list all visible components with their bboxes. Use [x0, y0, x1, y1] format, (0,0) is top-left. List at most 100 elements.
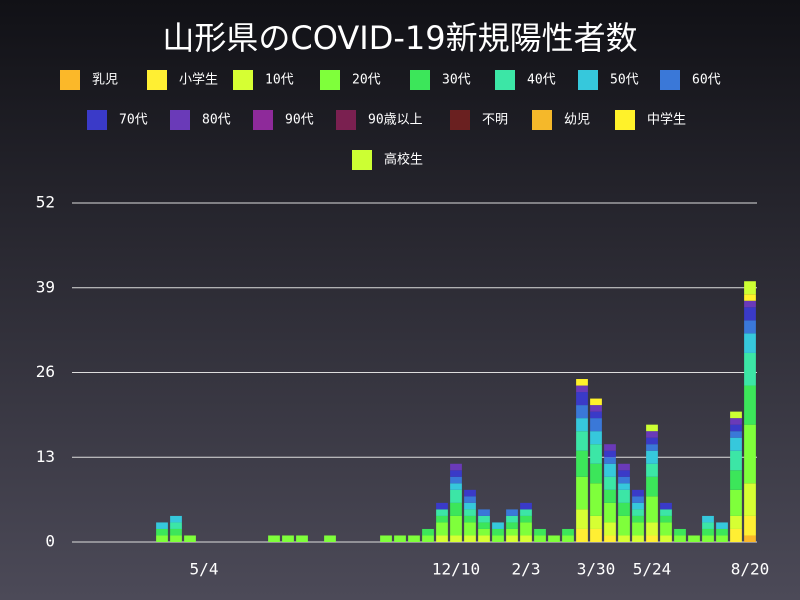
bar-segment: [422, 528, 434, 536]
bar-segment: [702, 515, 714, 523]
bar-segment: [632, 496, 644, 503]
bar-segment: [744, 307, 756, 321]
bar-segment: [604, 502, 616, 523]
bar-segment: [660, 502, 672, 510]
bar-segment: [618, 502, 630, 516]
bar-segment: [660, 522, 672, 536]
bar-segment: [590, 515, 602, 529]
legend-label: 不明: [482, 113, 508, 128]
bar-segment: [184, 535, 196, 542]
x-tick-label: 8/20: [731, 560, 770, 579]
bar-segment: [716, 528, 728, 536]
bar-segment: [576, 509, 588, 529]
bar-segment: [744, 300, 756, 308]
bar-segment: [604, 444, 616, 451]
bar-segment: [660, 509, 672, 516]
bar-segment: [478, 522, 490, 529]
bar-segment: [660, 535, 672, 542]
bar-segment: [730, 424, 742, 432]
bar-segment: [604, 522, 616, 536]
bar-segment: [282, 535, 294, 542]
bar-segment: [646, 431, 658, 438]
legend-label: 90代: [285, 113, 314, 128]
bar-segment: [170, 535, 182, 542]
bar-segment: [156, 528, 168, 536]
bar-segment: [730, 515, 742, 529]
bar-segment: [730, 418, 742, 425]
bar-segment: [576, 450, 588, 477]
bar-segment: [562, 528, 574, 536]
legend-label: 80代: [202, 113, 231, 128]
bar-segment: [646, 437, 658, 445]
bar-segment: [632, 502, 644, 510]
bar-segment: [436, 522, 448, 536]
legend-label: 30代: [442, 73, 471, 88]
bar-segment: [450, 470, 462, 477]
bar-segment: [520, 502, 532, 510]
legend-swatch: [147, 70, 167, 90]
bar-segment: [646, 450, 658, 464]
bar-segment: [590, 483, 602, 516]
bar-segment: [744, 483, 756, 516]
bar-segment: [520, 509, 532, 516]
bar-segment: [576, 392, 588, 406]
bar-segment: [604, 489, 616, 503]
legend-swatch: [660, 70, 680, 90]
bar-segment: [506, 535, 518, 542]
bar-segment: [744, 320, 756, 334]
legend-label: 乳児: [92, 73, 118, 88]
bar-segment: [576, 528, 588, 542]
legend-label: 50代: [610, 73, 639, 88]
bar-segment: [632, 489, 644, 497]
bar-segment: [394, 535, 406, 542]
bar-segment: [380, 535, 392, 542]
bar-segment: [478, 515, 490, 523]
bar-segment: [478, 509, 490, 516]
legend-swatch: [615, 110, 635, 130]
y-tick-label: 13: [36, 447, 55, 466]
y-tick-label: 26: [36, 362, 55, 381]
bar-segment: [478, 535, 490, 542]
legend-swatch: [495, 70, 515, 90]
bar-segment: [520, 535, 532, 542]
bar-segment: [744, 294, 756, 301]
bar-segment: [730, 450, 742, 471]
bar-segment: [590, 398, 602, 406]
bar-segment: [730, 411, 742, 419]
bar-segment: [464, 522, 476, 536]
bar-segment: [590, 431, 602, 445]
legend-swatch: [578, 70, 598, 90]
bar-segment: [590, 444, 602, 464]
bar-segment: [520, 522, 532, 536]
legend-swatch: [352, 150, 372, 170]
legend-swatch: [60, 70, 80, 90]
bar-segment: [464, 509, 476, 516]
legend-label: 中学生: [647, 112, 686, 128]
bar-segment: [324, 535, 336, 542]
bar-segment: [464, 535, 476, 542]
bar-segment: [296, 535, 308, 542]
legend-label: 60代: [692, 73, 721, 88]
y-tick-label: 52: [36, 193, 55, 212]
bar-segment: [730, 470, 742, 490]
bar-segment: [604, 450, 616, 458]
bar-segment: [618, 489, 630, 503]
bar-segment: [744, 281, 756, 295]
bar-segment: [744, 352, 756, 386]
bar-segment: [450, 515, 462, 536]
bar-segment: [604, 476, 616, 490]
bar-segment: [730, 489, 742, 516]
bar-segment: [506, 509, 518, 516]
bar-segment: [520, 515, 532, 523]
bar-segment: [170, 528, 182, 536]
bar-segment: [156, 522, 168, 529]
bar-segment: [576, 476, 588, 510]
bar-segment: [506, 522, 518, 529]
bar-segment: [660, 515, 672, 523]
bar-segment: [702, 522, 714, 529]
bar-segment: [744, 333, 756, 353]
bar-segment: [618, 515, 630, 536]
